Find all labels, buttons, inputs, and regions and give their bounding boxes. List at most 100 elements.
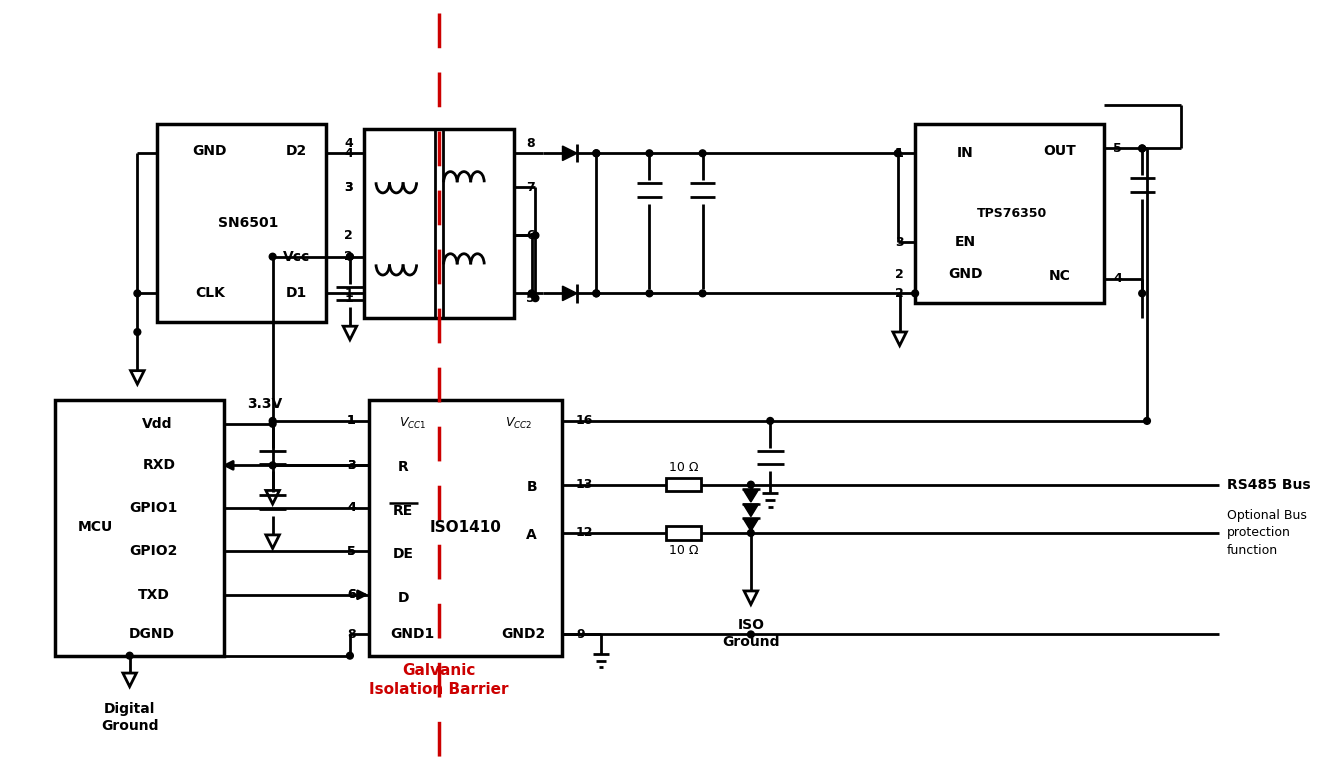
Circle shape (346, 253, 353, 260)
Circle shape (346, 652, 353, 659)
Text: GPIO1: GPIO1 (130, 501, 178, 515)
Text: $V_{CC1}$: $V_{CC1}$ (399, 416, 426, 432)
Text: Optional Bus: Optional Bus (1227, 509, 1307, 522)
Polygon shape (563, 286, 577, 301)
Circle shape (1139, 145, 1145, 152)
Text: Vdd: Vdd (142, 417, 173, 431)
Text: 3: 3 (344, 181, 353, 194)
Bar (365, 129, 514, 318)
Text: 4: 4 (346, 502, 356, 514)
Bar (666, 526, 701, 540)
Text: 3: 3 (348, 459, 356, 472)
Text: 2: 2 (894, 287, 904, 300)
Circle shape (1139, 145, 1145, 152)
Circle shape (346, 253, 353, 260)
Text: 4: 4 (344, 137, 353, 150)
Text: ISO1410: ISO1410 (430, 520, 502, 534)
Circle shape (269, 462, 276, 469)
Text: GND: GND (192, 144, 227, 158)
Text: 1: 1 (894, 146, 904, 160)
Text: Galvanic: Galvanic (402, 663, 475, 678)
Text: 1: 1 (346, 414, 356, 428)
Bar (916, 125, 1104, 303)
Text: 1: 1 (344, 287, 353, 300)
Bar (369, 400, 563, 656)
Text: 6: 6 (348, 588, 356, 601)
Text: 5: 5 (346, 545, 356, 558)
Text: B: B (527, 480, 537, 494)
Text: 3: 3 (894, 236, 904, 249)
Text: 6: 6 (525, 229, 535, 242)
Polygon shape (743, 519, 759, 531)
Circle shape (767, 418, 774, 425)
Circle shape (269, 253, 276, 260)
Text: D: D (397, 590, 409, 605)
Text: Vcc: Vcc (283, 249, 311, 263)
Text: IN: IN (957, 146, 974, 160)
Circle shape (1139, 290, 1145, 297)
Circle shape (699, 150, 706, 157)
Text: 4: 4 (344, 146, 353, 160)
Text: 2: 2 (344, 229, 353, 242)
Circle shape (269, 418, 276, 425)
Text: 12: 12 (576, 527, 593, 540)
Circle shape (912, 290, 918, 297)
Text: RXD: RXD (143, 458, 176, 472)
Text: Ground: Ground (101, 719, 158, 733)
Text: D1: D1 (287, 287, 308, 301)
Text: EN: EN (955, 235, 975, 249)
Circle shape (747, 481, 754, 488)
Text: 4: 4 (1113, 273, 1121, 285)
Circle shape (747, 530, 754, 537)
Text: DGND: DGND (129, 627, 175, 641)
Text: RE: RE (393, 504, 413, 518)
Text: Isolation Barrier: Isolation Barrier (369, 682, 508, 697)
Text: ISO: ISO (738, 618, 764, 632)
Circle shape (593, 150, 600, 157)
Text: 3: 3 (348, 459, 356, 472)
Circle shape (134, 290, 141, 297)
Bar (56, 400, 224, 656)
Circle shape (747, 631, 754, 638)
Text: 16: 16 (576, 414, 593, 428)
Polygon shape (743, 504, 759, 516)
Text: 4: 4 (346, 502, 356, 514)
Polygon shape (563, 146, 577, 160)
Circle shape (593, 290, 600, 297)
Text: CLK: CLK (195, 287, 224, 301)
Text: $V_{CC2}$: $V_{CC2}$ (506, 416, 532, 432)
Circle shape (894, 150, 901, 157)
Text: Digital: Digital (104, 702, 155, 716)
Text: 8: 8 (525, 137, 535, 150)
Circle shape (134, 329, 141, 336)
Circle shape (699, 290, 706, 297)
Text: protection: protection (1227, 527, 1291, 540)
Text: GND: GND (947, 267, 982, 281)
Text: GND2: GND2 (502, 627, 545, 641)
Circle shape (593, 150, 600, 157)
Text: 3.3V: 3.3V (247, 397, 283, 411)
Text: Ground: Ground (722, 635, 780, 649)
Text: SN6501: SN6501 (219, 217, 279, 231)
Circle shape (269, 421, 276, 427)
Text: 1: 1 (346, 414, 356, 428)
Text: TPS76350: TPS76350 (977, 206, 1047, 220)
Text: OUT: OUT (1043, 144, 1076, 158)
Circle shape (593, 290, 600, 297)
Polygon shape (743, 489, 759, 502)
Text: DE: DE (393, 547, 414, 561)
Text: 10 Ω: 10 Ω (669, 544, 698, 557)
Circle shape (532, 232, 539, 239)
Bar (666, 478, 701, 492)
Circle shape (126, 652, 133, 659)
Text: GND1: GND1 (390, 627, 435, 641)
Text: 7: 7 (525, 181, 535, 194)
Text: NC: NC (1050, 269, 1071, 283)
Text: 13: 13 (576, 478, 593, 492)
Text: 3: 3 (344, 181, 353, 194)
Bar (157, 125, 325, 323)
Circle shape (528, 290, 535, 297)
Text: 2: 2 (344, 250, 353, 263)
Text: 5: 5 (1113, 142, 1121, 155)
Text: D2: D2 (287, 144, 308, 158)
